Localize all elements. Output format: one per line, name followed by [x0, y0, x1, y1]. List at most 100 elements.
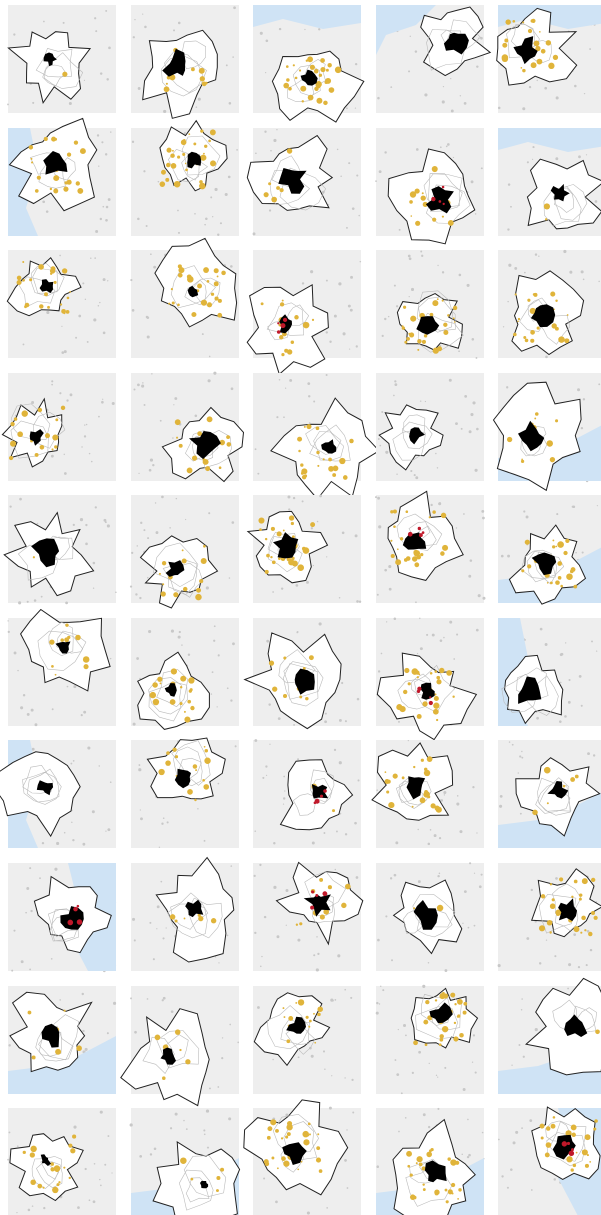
settlement-dot — [31, 401, 35, 404]
suburban-area — [546, 802, 549, 805]
suburban-area — [39, 444, 45, 450]
settlement-dot — [197, 97, 201, 101]
settlement-dot — [506, 1186, 509, 1189]
suburban-area — [301, 100, 304, 103]
suburban-area — [206, 279, 210, 283]
suburban-area — [422, 1183, 425, 1186]
settlement-dot — [481, 509, 485, 513]
district-boundary — [40, 1156, 63, 1180]
suburban-area — [159, 181, 166, 187]
settlement-dot — [323, 831, 326, 834]
settlement-dot — [283, 775, 286, 778]
settlement-dot — [308, 395, 311, 398]
map-tile — [253, 861, 364, 972]
settlement-dot — [13, 651, 17, 655]
suburban-area — [215, 1189, 219, 1193]
suburban-area — [190, 1177, 194, 1181]
settlement-dot — [340, 175, 342, 177]
settlement-dot — [344, 1159, 347, 1162]
settlement-dot — [589, 948, 593, 952]
suburban-area — [311, 318, 315, 321]
suburban-area — [177, 155, 181, 159]
district-boundary — [313, 431, 345, 461]
suburban-area — [302, 1130, 309, 1138]
settlement-dot — [177, 209, 179, 212]
suburban-area — [543, 766, 551, 774]
suburban-area — [300, 463, 304, 467]
suburban-area — [197, 431, 202, 436]
suburban-area — [43, 136, 48, 141]
settlement-dot — [380, 652, 383, 655]
settlement-dot — [149, 921, 152, 924]
suburban-area — [288, 1015, 294, 1021]
suburban-area — [301, 474, 307, 480]
settlement-dot — [564, 715, 567, 718]
suburban-area — [395, 559, 402, 566]
settlement-dot — [462, 1087, 466, 1091]
urban-core — [40, 1154, 51, 1166]
suburban-area — [423, 334, 428, 338]
suburban-area — [392, 509, 397, 514]
settlement-dot — [99, 217, 103, 221]
settlement-dot — [473, 924, 476, 927]
settlement-dot — [98, 765, 100, 767]
suburban-area — [445, 1200, 449, 1204]
settlement-dot — [148, 468, 152, 472]
urban-core — [443, 32, 469, 55]
settlement-dot — [66, 399, 69, 402]
settlement-dot — [59, 254, 61, 257]
suburban-area — [202, 458, 209, 465]
suburban-area — [60, 638, 64, 642]
settlement-dot — [62, 21, 65, 24]
settlement-dot — [569, 270, 573, 274]
district-boundary — [142, 1036, 175, 1074]
settlement-dot — [213, 371, 217, 375]
settlement-dot — [348, 348, 351, 350]
settlement-dot — [145, 224, 148, 227]
suburban-area — [182, 152, 186, 156]
settlement-dot — [338, 597, 341, 599]
settlement-dot — [501, 1175, 504, 1178]
suburban-area — [417, 339, 422, 344]
suburban-area — [432, 217, 437, 222]
settlement-dot — [475, 628, 479, 632]
settlement-dot — [426, 633, 429, 636]
suburban-area — [415, 220, 421, 226]
suburban-area — [16, 280, 22, 286]
suburban-area — [52, 434, 59, 441]
suburban-area — [535, 45, 541, 52]
suburban-area — [272, 686, 278, 692]
suburban-area — [174, 755, 179, 759]
suburban-area — [29, 278, 33, 282]
urban-core — [273, 532, 299, 559]
suburban-area — [434, 693, 437, 696]
settlement-dot — [525, 515, 529, 519]
suburban-area — [432, 300, 439, 307]
district-boundary — [309, 769, 335, 803]
urban-core — [416, 316, 440, 335]
settlement-dot — [344, 988, 347, 991]
settlement-dot — [338, 718, 342, 722]
suburban-area — [316, 450, 320, 455]
district-boundary — [416, 290, 453, 333]
suburban-area — [162, 583, 165, 586]
urban-core — [43, 52, 57, 67]
district-boundary — [30, 262, 65, 297]
map-tile — [0, 740, 116, 848]
suburban-area — [428, 516, 431, 519]
settlement-dot — [90, 257, 92, 259]
settlement-dot — [133, 388, 136, 391]
settlement-dot — [224, 192, 228, 197]
settlement-dot — [162, 996, 166, 1000]
suburban-area — [517, 317, 521, 321]
suburban-area — [523, 335, 527, 339]
suburban-area — [285, 65, 289, 68]
suburban-area — [416, 713, 422, 719]
suburban-area — [49, 187, 53, 191]
suburban-area — [286, 349, 293, 355]
district-boundary — [428, 173, 463, 212]
settlement-dot — [13, 33, 16, 36]
suburban-area — [30, 1145, 37, 1153]
map-tile — [243, 618, 361, 730]
settlement-dot — [435, 452, 437, 455]
